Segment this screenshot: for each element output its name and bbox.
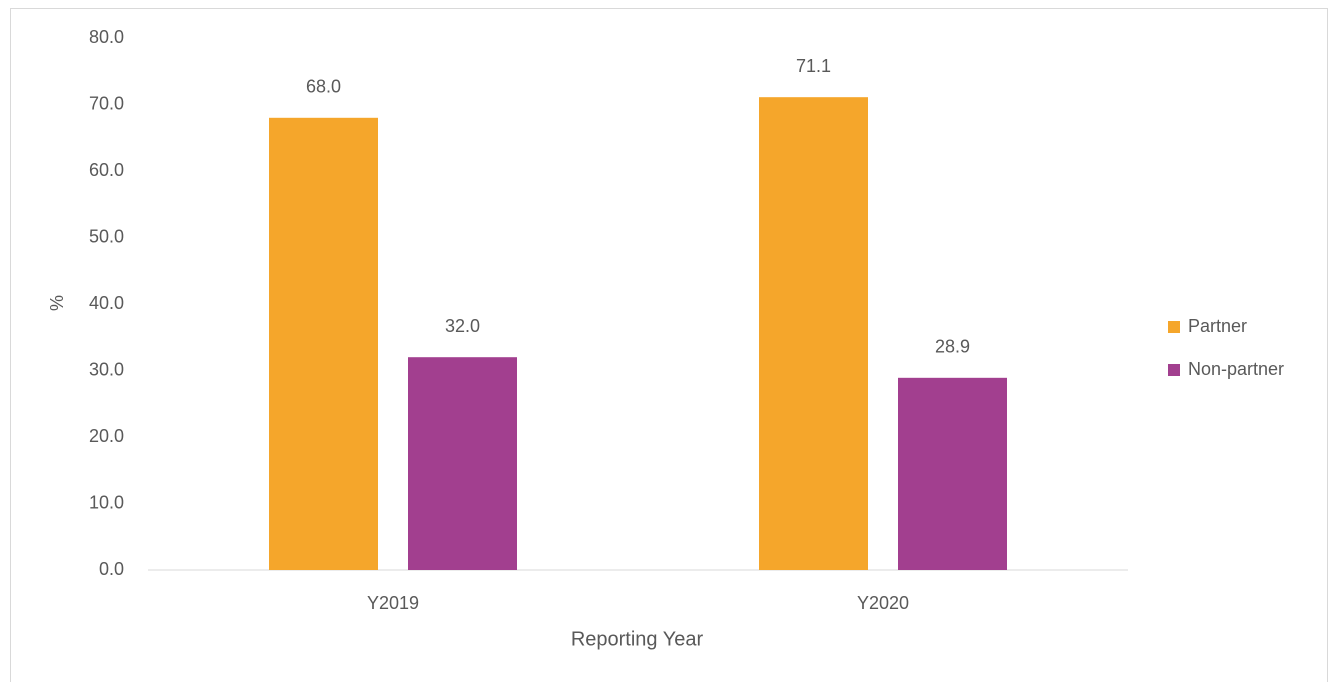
- bar: [408, 357, 517, 570]
- y-tick-label: 40.0: [89, 293, 124, 313]
- x-axis-title: Reporting Year: [571, 628, 704, 650]
- legend-swatch: [1168, 321, 1180, 333]
- value-label: 68.0: [306, 77, 341, 97]
- chart-frame: [10, 8, 1328, 682]
- legend-label: Partner: [1188, 316, 1247, 336]
- value-label: 32.0: [445, 316, 480, 336]
- value-label: 28.9: [935, 337, 970, 357]
- y-tick-label: 60.0: [89, 160, 124, 180]
- legend-label: Non-partner: [1188, 359, 1284, 379]
- bar: [269, 117, 378, 571]
- y-tick-label: 30.0: [89, 359, 124, 379]
- bar: [898, 377, 1007, 570]
- x-tick-label: Y2020: [857, 593, 909, 613]
- y-tick-label: 10.0: [89, 492, 124, 512]
- bar: [759, 97, 868, 570]
- y-tick-label: 20.0: [89, 426, 124, 446]
- y-tick-label: 0.0: [99, 559, 124, 579]
- y-tick-label: 80.0: [89, 27, 124, 47]
- y-tick-label: 50.0: [89, 226, 124, 246]
- x-tick-label: Y2019: [367, 593, 419, 613]
- y-axis-title: %: [47, 295, 67, 311]
- value-label: 71.1: [796, 56, 831, 76]
- y-tick-label: 70.0: [89, 93, 124, 113]
- legend-swatch: [1168, 364, 1180, 376]
